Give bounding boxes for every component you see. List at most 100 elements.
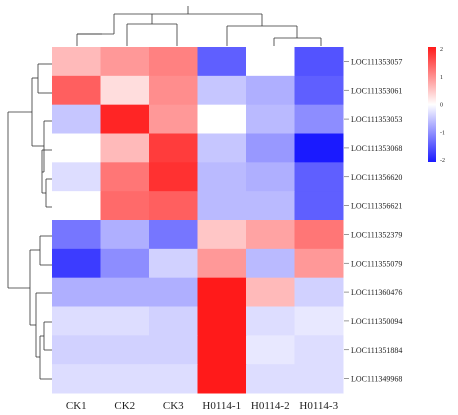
column-label: CK1 — [66, 400, 87, 412]
heatmap-cell — [294, 191, 344, 221]
column-label: CK3 — [163, 400, 184, 412]
heatmap-cell — [100, 277, 150, 307]
heatmap-cell — [246, 75, 295, 106]
heatmap-cell — [100, 162, 150, 192]
legend-tick-label: 2 — [440, 47, 443, 53]
heatmap-cell — [149, 162, 198, 192]
row-label: LOC111353057 — [351, 57, 402, 66]
heatmap-cell — [294, 104, 344, 134]
column-labels: CK1 CK2 CK3 H0114-1 H0114-2 H0114-3 — [66, 400, 339, 412]
heatmap-cell — [246, 306, 295, 336]
heatmap-cell — [294, 47, 344, 77]
heatmap-cell — [100, 364, 150, 394]
heatmap-cell — [294, 162, 344, 192]
column-label: CK2 — [114, 400, 135, 412]
row-label: LOC111356621 — [351, 202, 402, 211]
heatmap-cell — [52, 133, 101, 163]
heatmap-cell — [52, 248, 101, 279]
heatmap-cell — [100, 306, 150, 336]
heatmap-cell — [246, 104, 295, 134]
column-label: H0114-2 — [251, 400, 290, 412]
row-label: LOC111355079 — [351, 259, 402, 268]
heatmap-cell — [246, 162, 295, 192]
legend-color-bar — [428, 47, 436, 162]
heatmap-cell — [197, 75, 247, 106]
heatmap-cell — [246, 47, 295, 77]
row-label: LOC111356620 — [351, 173, 402, 182]
row-label: LOC111353053 — [351, 115, 402, 124]
heatmap-cell — [149, 248, 198, 279]
heatmap-cell — [149, 191, 198, 221]
heatmap-cell — [197, 191, 247, 221]
heatmap-cell — [149, 306, 198, 336]
heatmap-cell — [100, 104, 150, 134]
heatmap-cell — [149, 364, 198, 394]
heatmap-cell — [149, 47, 198, 77]
row-label: LOC111349968 — [351, 375, 402, 384]
heatmap-cell — [294, 277, 344, 307]
heatmap-cell — [52, 75, 101, 106]
heatmap-cell — [52, 335, 101, 365]
row-label: LOC111353068 — [351, 144, 402, 153]
heatmap-cell — [246, 133, 295, 163]
heatmap-cell — [294, 248, 344, 279]
row-dendrogram — [7, 63, 52, 380]
row-label: LOC111360476 — [351, 288, 402, 297]
heatmap-cell — [149, 335, 198, 365]
heatmap-cell — [100, 335, 150, 365]
row-label: LOC111350094 — [351, 317, 402, 326]
heatmap-cell — [52, 162, 101, 192]
heatmap-cell — [52, 277, 101, 307]
row-label: LOC111353061 — [351, 86, 402, 95]
heatmap-cell — [52, 104, 101, 134]
heatmap-cell — [100, 133, 150, 163]
legend-tick-label: -1 — [440, 130, 445, 136]
heatmap-cell — [294, 133, 344, 163]
color-legend: 2 1 0 -1 -2 — [428, 47, 445, 164]
heatmap-cell — [149, 277, 198, 307]
heatmap-cell — [246, 191, 295, 221]
heatmap-cell — [246, 364, 295, 394]
heatmap-cell — [197, 162, 247, 192]
heatmap-cell — [149, 75, 198, 106]
heatmap-cell — [246, 220, 295, 250]
heatmap-cell — [149, 104, 198, 134]
heatmap-cell — [294, 75, 344, 106]
heatmap-cell — [100, 75, 150, 106]
heatmap-cell — [149, 220, 198, 250]
heatmap-cell — [197, 133, 247, 163]
heatmap-cell — [52, 364, 101, 394]
heatmap-cell — [197, 47, 247, 77]
heatmap-cell — [197, 277, 247, 307]
row-label: LOC111351884 — [351, 346, 402, 355]
row-label: LOC111352379 — [351, 230, 402, 239]
heatmap-cell — [246, 248, 295, 279]
heatmap-cell — [294, 306, 344, 336]
heatmap-cell — [52, 47, 101, 77]
heatmap-cells — [52, 47, 344, 394]
heatmap-cell — [100, 47, 150, 77]
heatmap-cell — [197, 248, 247, 279]
heatmap-cell — [52, 306, 101, 336]
heatmap-cell — [100, 191, 150, 221]
column-label: H0114-1 — [202, 400, 241, 412]
legend-tick-label: -2 — [440, 158, 445, 164]
heatmap-cell — [197, 104, 247, 134]
heatmap-cell — [197, 335, 247, 365]
heatmap-cell — [52, 220, 101, 250]
heatmap-cell — [294, 364, 344, 394]
row-labels: LOC111353057 LOC111353061 LOC111353053 LOC1… — [344, 57, 402, 384]
heatmap-cell — [197, 364, 247, 394]
heatmap-cell — [294, 220, 344, 250]
heatmap-cell — [294, 335, 344, 365]
heatmap-cell — [246, 277, 295, 307]
heatmap-cell — [197, 306, 247, 336]
heatmap-cell — [100, 220, 150, 250]
column-dendrogram — [76, 6, 322, 46]
legend-tick-label: 1 — [440, 75, 443, 81]
heatmap-cell — [100, 248, 150, 279]
heatmap-cell — [149, 133, 198, 163]
legend-tick-label: 0 — [440, 103, 443, 109]
heatmap-cell — [197, 220, 247, 250]
